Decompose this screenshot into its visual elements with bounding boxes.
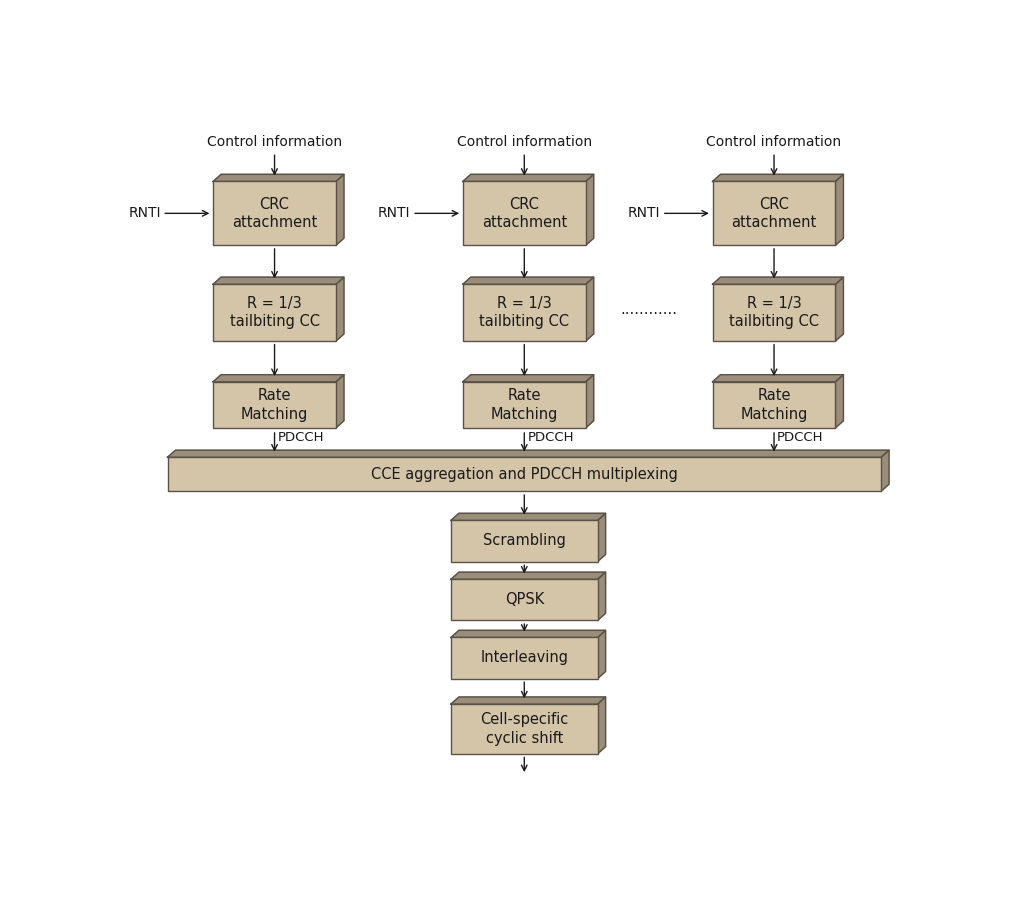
FancyBboxPatch shape	[213, 382, 336, 428]
FancyBboxPatch shape	[168, 458, 881, 491]
FancyBboxPatch shape	[462, 181, 586, 245]
FancyBboxPatch shape	[451, 637, 597, 679]
Text: RNTI: RNTI	[379, 206, 410, 220]
Polygon shape	[597, 630, 606, 679]
Text: Rate
Matching: Rate Matching	[491, 388, 558, 422]
Text: Control information: Control information	[456, 135, 592, 149]
Text: CRC
attachment: CRC attachment	[232, 196, 317, 230]
Polygon shape	[462, 174, 593, 181]
Polygon shape	[451, 697, 606, 704]
Polygon shape	[586, 174, 593, 245]
Polygon shape	[836, 277, 843, 341]
Text: R = 1/3
tailbiting CC: R = 1/3 tailbiting CC	[229, 296, 319, 330]
Polygon shape	[213, 277, 344, 285]
Text: R = 1/3
tailbiting CC: R = 1/3 tailbiting CC	[729, 296, 819, 330]
Polygon shape	[213, 174, 344, 181]
FancyBboxPatch shape	[451, 704, 597, 753]
FancyBboxPatch shape	[451, 579, 597, 621]
Text: PDCCH: PDCCH	[277, 431, 324, 444]
Polygon shape	[168, 450, 889, 458]
Text: Rate
Matching: Rate Matching	[741, 388, 808, 422]
Polygon shape	[713, 174, 843, 181]
FancyBboxPatch shape	[213, 181, 336, 245]
Polygon shape	[336, 375, 344, 428]
Polygon shape	[597, 697, 606, 753]
Polygon shape	[451, 513, 606, 520]
Text: ............: ............	[621, 301, 677, 317]
Polygon shape	[597, 572, 606, 621]
FancyBboxPatch shape	[451, 520, 597, 562]
Text: R = 1/3
tailbiting CC: R = 1/3 tailbiting CC	[480, 296, 569, 330]
Polygon shape	[713, 277, 843, 285]
Text: CRC
attachment: CRC attachment	[731, 196, 816, 230]
Text: RNTI: RNTI	[128, 206, 161, 220]
FancyBboxPatch shape	[213, 285, 336, 341]
FancyBboxPatch shape	[462, 285, 586, 341]
Polygon shape	[451, 572, 606, 579]
Text: Control information: Control information	[207, 135, 342, 149]
Polygon shape	[881, 450, 889, 491]
Text: Control information: Control information	[707, 135, 842, 149]
FancyBboxPatch shape	[462, 382, 586, 428]
FancyBboxPatch shape	[713, 382, 836, 428]
FancyBboxPatch shape	[713, 181, 836, 245]
Text: CRC
attachment: CRC attachment	[482, 196, 567, 230]
Text: Scrambling: Scrambling	[483, 533, 566, 549]
Text: Interleaving: Interleaving	[480, 650, 569, 666]
Text: CCE aggregation and PDCCH multiplexing: CCE aggregation and PDCCH multiplexing	[371, 467, 677, 482]
Polygon shape	[462, 277, 593, 285]
Polygon shape	[462, 375, 593, 382]
Polygon shape	[451, 630, 606, 637]
FancyBboxPatch shape	[713, 285, 836, 341]
Text: PDCCH: PDCCH	[528, 431, 574, 444]
Text: QPSK: QPSK	[504, 592, 544, 607]
Polygon shape	[836, 174, 843, 245]
Text: RNTI: RNTI	[628, 206, 660, 220]
Polygon shape	[336, 174, 344, 245]
Polygon shape	[836, 375, 843, 428]
Polygon shape	[336, 277, 344, 341]
Polygon shape	[597, 513, 606, 562]
Polygon shape	[213, 375, 344, 382]
Polygon shape	[586, 375, 593, 428]
Polygon shape	[713, 375, 843, 382]
Text: PDCCH: PDCCH	[777, 431, 824, 444]
Text: Cell-specific
cyclic shift: Cell-specific cyclic shift	[480, 712, 569, 746]
Text: Rate
Matching: Rate Matching	[240, 388, 308, 422]
Polygon shape	[586, 277, 593, 341]
